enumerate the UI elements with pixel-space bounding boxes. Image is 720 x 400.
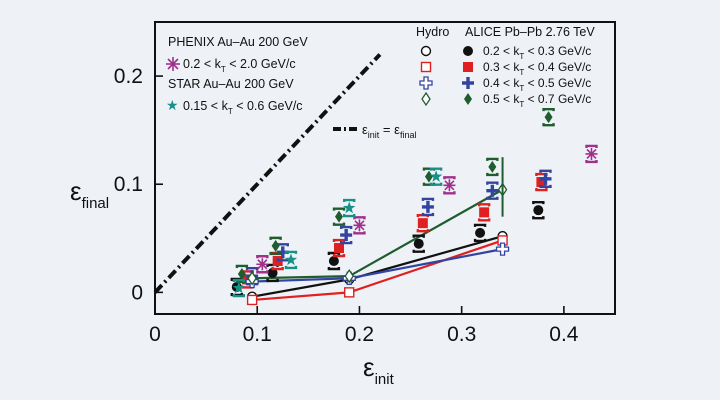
plot-frame	[154, 21, 616, 315]
point-circle	[533, 205, 544, 216]
systematic-bracket	[429, 167, 443, 186]
legend-phenix-marker	[166, 57, 180, 71]
legend-phenix-entry: 0.2 < kT < 2.0 GeV/c	[183, 57, 296, 74]
chart-marks	[153, 53, 598, 306]
systematic-bracket	[585, 144, 598, 164]
legend-phenix-title: PHENIX Au–Au 200 GeV	[168, 35, 308, 49]
point-diamond	[335, 210, 343, 223]
legend-star-entry: 0.15 < kT < 0.6 GeV/c	[183, 99, 303, 116]
legend-alice-title: ALICE Pb–Pb 2.76 TeV	[465, 25, 595, 39]
systematic-bracket	[486, 181, 499, 200]
point-asterisk	[443, 179, 456, 192]
point-circle	[413, 238, 424, 249]
point-diamond	[544, 111, 553, 124]
systematic-bracket	[539, 169, 552, 189]
legend-alice-entry-3: 0.4 < kT < 0.5 GeV/c	[483, 76, 591, 93]
systematic-bracket	[477, 203, 491, 222]
y-axis-title: εfinal	[70, 176, 109, 212]
systematic-bracket	[473, 223, 487, 243]
y-tick-label: 0	[131, 281, 143, 304]
legend-alice-entry-2: 0.3 < kT < 0.4 GeV/c	[483, 60, 591, 77]
systematic-bracket	[443, 176, 456, 195]
systematic-bracket	[256, 255, 269, 274]
point-circle	[463, 46, 473, 56]
systematic-bracket	[332, 207, 346, 226]
point-plus	[486, 184, 499, 197]
point-square	[463, 62, 473, 72]
x-axis-title: εinit	[363, 352, 395, 388]
point-open-square	[420, 61, 432, 73]
y-tick-label: 0.2	[114, 65, 143, 88]
point-open-diamond	[421, 91, 431, 107]
point-plus	[462, 77, 474, 89]
reference-line	[153, 53, 382, 294]
systematic-bracket	[269, 236, 282, 256]
x-tick-label: 0.4	[549, 323, 579, 346]
point-plus	[340, 229, 353, 242]
point-star	[429, 170, 443, 182]
systematic-bracket	[332, 238, 346, 258]
hydro-curve	[251, 235, 503, 298]
systematic-bracket	[339, 225, 353, 245]
point-circle	[475, 227, 486, 238]
systematic-bracket	[232, 278, 246, 298]
point-diamond	[237, 267, 246, 280]
point-star	[232, 281, 245, 294]
hydro-curve	[252, 188, 504, 280]
systematic-bracket	[421, 197, 435, 217]
systematic-bracket	[542, 107, 555, 127]
point-open-circle	[420, 45, 432, 57]
point-square	[479, 207, 490, 218]
point-diamond	[464, 93, 472, 105]
legend-alice-markers	[462, 46, 474, 105]
point-asterisk	[256, 258, 269, 271]
legend-star-title: STAR Au–Au 200 GeV	[168, 77, 294, 91]
systematic-bracket	[327, 251, 341, 271]
point-star	[343, 201, 356, 214]
point-open-square	[344, 287, 355, 298]
x-tick-label: 0	[149, 323, 161, 346]
point-circle	[267, 267, 278, 278]
systematic-bracket	[343, 198, 356, 218]
legend-hydro-markers	[419, 45, 433, 107]
systematic-bracket	[532, 200, 545, 220]
y-tick-label: 0.1	[114, 173, 143, 196]
point-square	[334, 243, 344, 254]
point-asterisk	[585, 147, 598, 160]
x-tick-label: 0.3	[447, 323, 476, 346]
point-asterisk	[353, 219, 366, 232]
point-open-plus	[419, 76, 433, 90]
x-tick-label: 0.2	[345, 323, 374, 346]
point-square	[536, 177, 547, 188]
point-open-plus	[495, 242, 510, 256]
point-diamond	[488, 160, 497, 173]
point-open-diamond	[247, 271, 257, 286]
axis-ticks: 0 0.1 0.2 0.3 0.4 0 0.1 0.2	[114, 65, 579, 346]
legend-hydro-title: Hydro	[416, 25, 449, 39]
legend-star-marker: ★	[166, 97, 179, 113]
point-circle	[328, 256, 339, 267]
systematic-bracket	[353, 216, 366, 235]
legend-alice-entry-4: 0.5 < kT < 0.7 GeV/c	[483, 92, 591, 109]
point-plus	[539, 172, 552, 185]
x-tick-label: 0.1	[243, 323, 272, 346]
point-square	[417, 218, 428, 229]
systematic-bracket	[412, 234, 425, 253]
legend-alice-entry-1: 0.2 < kT < 0.3 GeV/c	[483, 44, 591, 61]
point-diamond	[271, 239, 280, 252]
point-open-square	[246, 294, 258, 306]
reference-line-label: εinit = εfinal	[362, 122, 416, 140]
point-diamond	[424, 170, 433, 183]
systematic-bracket	[486, 157, 499, 177]
point-plus	[421, 200, 434, 213]
systematic-bracket	[284, 250, 298, 270]
point-star	[284, 253, 298, 266]
point-open-diamond	[344, 268, 355, 284]
